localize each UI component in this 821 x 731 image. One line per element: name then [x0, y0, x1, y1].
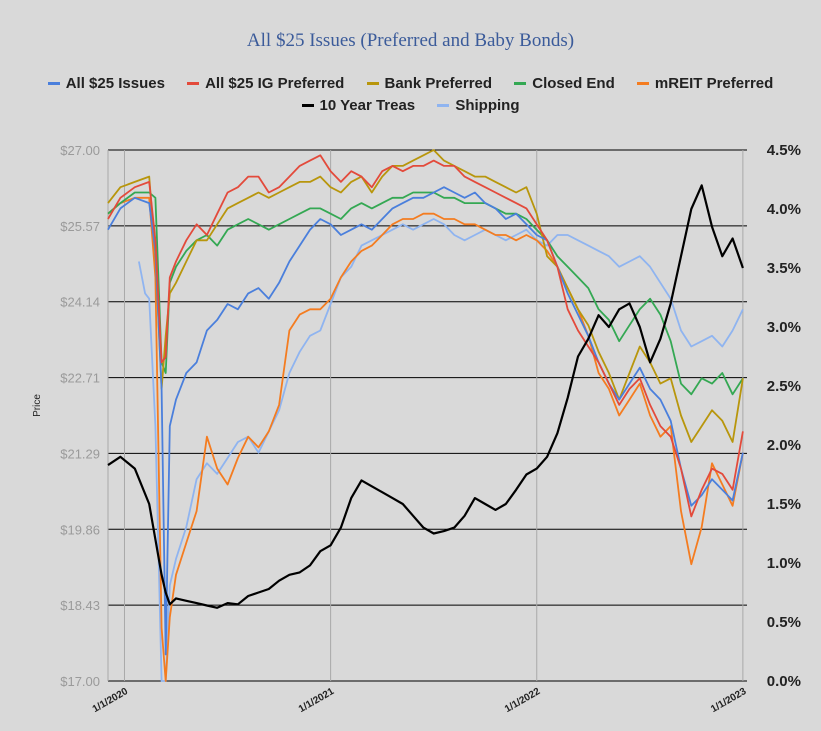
x-tick-label: 1/1/2023 — [709, 686, 749, 715]
y-tick-label: $25.57 — [60, 219, 100, 234]
y2-tick-label: 0.0% — [767, 673, 801, 690]
legend-label-ig-preferred: All $25 IG Preferred — [205, 75, 345, 92]
series-line-all-25-issues — [107, 186, 744, 656]
y2-tick-label: 1.0% — [767, 555, 801, 572]
legend-item-shipping: Shipping — [437, 97, 519, 114]
legend-swatch-shipping — [437, 103, 450, 107]
y-tick-label: $22.71 — [60, 371, 100, 386]
legend-swatch-ig-preferred — [187, 81, 200, 85]
x-tick-label: 1/1/2020 — [91, 686, 131, 715]
axis-layer: $17.00 $18.43 $19.86 $21.29 $22.71 $24.14 $25.… — [32, 142, 801, 715]
y2-tick-label: 4.0% — [767, 201, 801, 218]
legend-swatch-mreit-preferred — [636, 81, 649, 85]
y2-tick-label: 3.0% — [767, 319, 801, 336]
y-axis-label: Price — [32, 394, 43, 417]
y-tick-label: $17.00 — [60, 674, 100, 689]
legend-item-all-issues: All $25 Issues — [47, 75, 165, 92]
series-layer — [107, 149, 744, 682]
y-tick-label: $24.14 — [60, 295, 100, 310]
legend-row-1: All $25 Issues All $25 IG Preferred Bank… — [0, 75, 821, 92]
legend-item-closed-end: Closed End — [514, 75, 615, 92]
y-tick-label: $18.43 — [60, 598, 100, 613]
y2-tick-label: 2.5% — [767, 378, 801, 395]
legend-row-2: 10 Year Treas Shipping — [0, 97, 821, 114]
y2-tick-label: 4.5% — [767, 142, 801, 159]
legend-label-shipping: Shipping — [455, 97, 520, 114]
series-line-all-25-ig-preferred — [107, 154, 744, 518]
x-tick-label: 1/1/2021 — [297, 686, 337, 715]
legend-label-bank-preferred: Bank Preferred — [384, 75, 493, 92]
legend-item-10-year-treas: 10 Year Treas — [301, 97, 416, 114]
y2-tick-label: 1.5% — [767, 496, 801, 513]
legend-item-bank-preferred: Bank Preferred — [366, 75, 493, 92]
y2-tick-label: 0.5% — [767, 614, 801, 631]
y-tick-label: $21.29 — [60, 446, 100, 461]
legend-swatch-bank-preferred — [366, 81, 379, 85]
series-line-10-year-treas — [107, 184, 744, 609]
legend-swatch-10-year-treas — [301, 103, 314, 107]
y2-tick-label: 2.0% — [767, 437, 801, 454]
y2-tick-label: 3.5% — [767, 260, 801, 277]
legend-swatch-all-issues — [47, 81, 60, 85]
y-tick-label: $27.00 — [60, 143, 100, 158]
series-line-mreit-preferred — [107, 196, 744, 682]
chart-title: All $25 Issues (Preferred and Baby Bonds… — [246, 30, 575, 51]
legend-label-mreit-preferred: mREIT Preferred — [654, 75, 774, 92]
legend-label-10-year-treas: 10 Year Treas — [319, 97, 416, 114]
x-tick-label: 1/1/2022 — [503, 686, 543, 715]
series-line-bank-preferred — [107, 149, 744, 443]
legend-swatch-closed-end — [514, 81, 527, 85]
y-tick-label: $19.86 — [60, 522, 100, 537]
legend-item-mreit-preferred: mREIT Preferred — [636, 75, 774, 92]
series-line-shipping — [138, 218, 744, 682]
legend-item-ig-preferred: All $25 IG Preferred — [187, 75, 344, 92]
legend-label-closed-end: Closed End — [532, 75, 615, 92]
legend-label-all-issues: All $25 Issues — [65, 75, 165, 92]
grid-layer — [107, 149, 747, 682]
